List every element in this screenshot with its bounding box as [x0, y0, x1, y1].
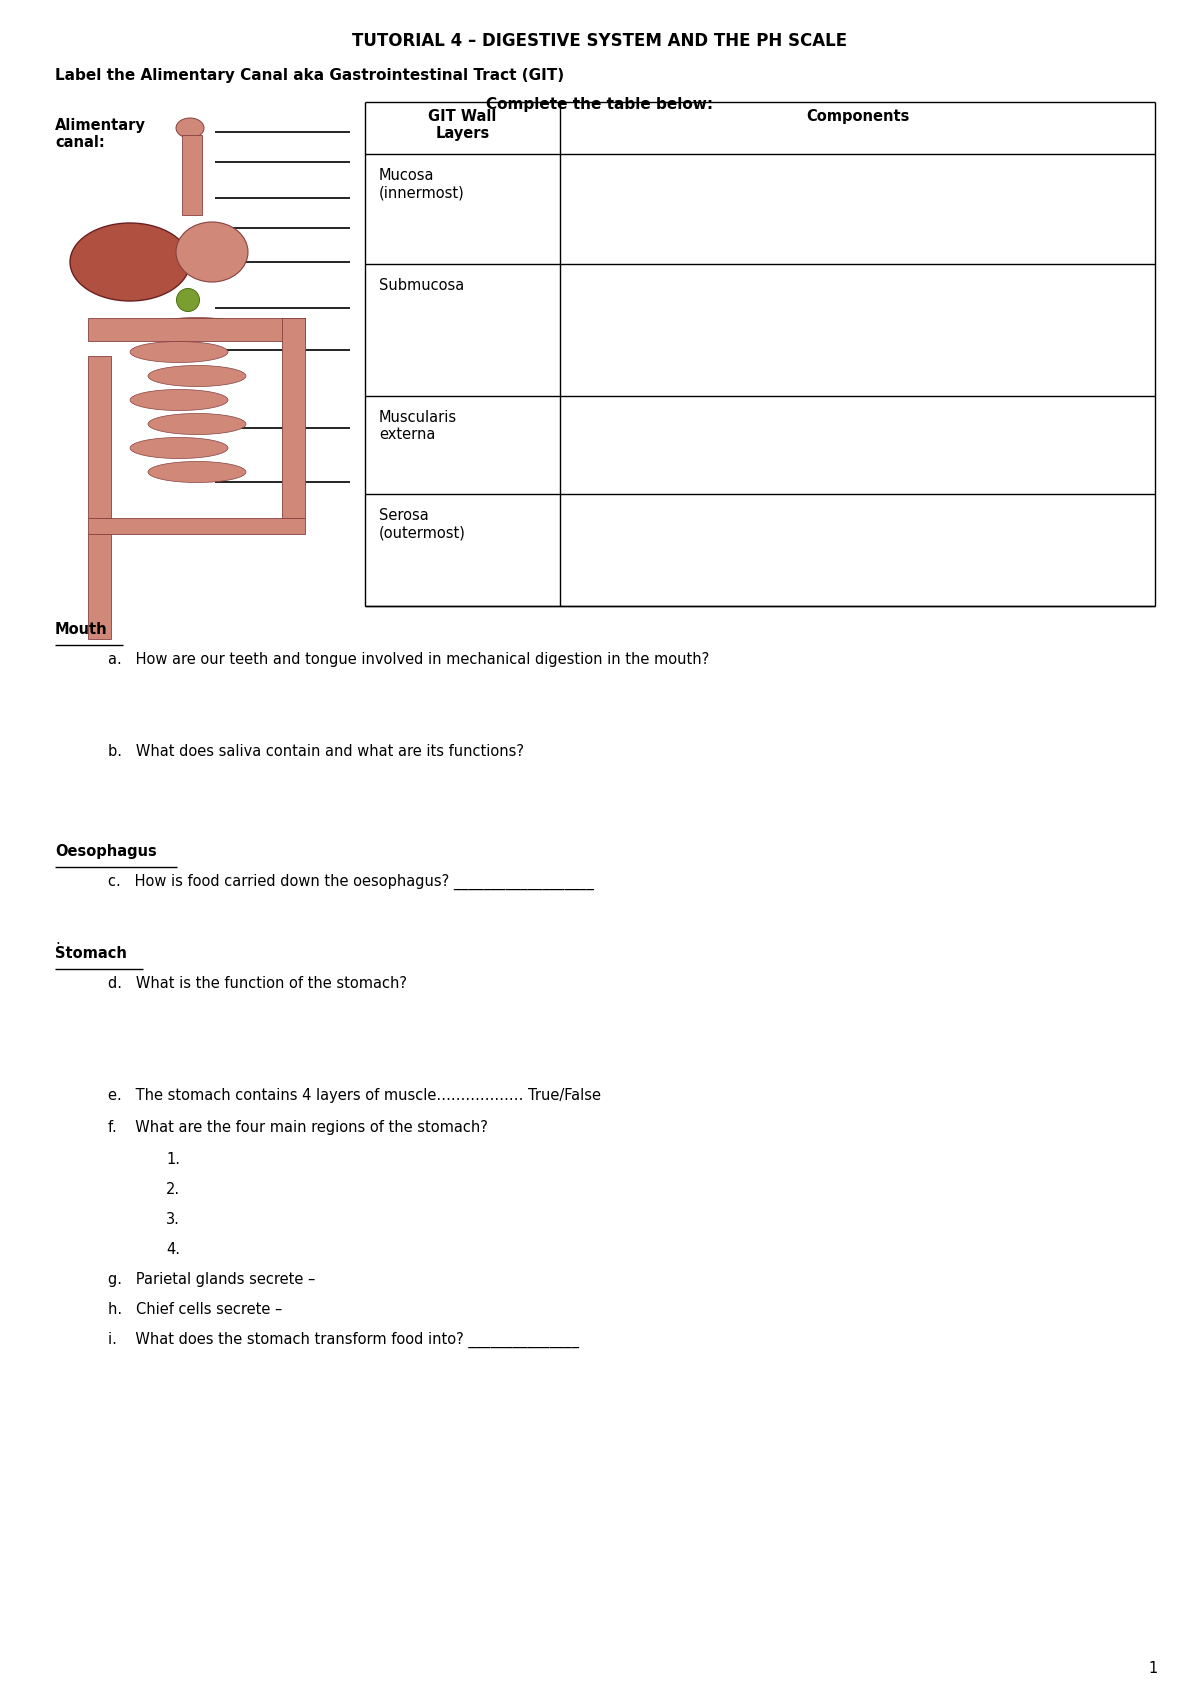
Text: a.   How are our teeth and tongue involved in mechanical digestion in the mouth?: a. How are our teeth and tongue involved… — [108, 652, 709, 667]
Ellipse shape — [148, 414, 246, 435]
Bar — [88, 518, 305, 535]
Ellipse shape — [176, 117, 204, 138]
Text: Stomach: Stomach — [55, 946, 127, 961]
Text: Components: Components — [806, 109, 910, 124]
Text: 1: 1 — [1148, 1661, 1158, 1676]
Text: .: . — [55, 932, 60, 947]
Ellipse shape — [130, 438, 228, 458]
Text: e.   The stomach contains 4 layers of muscle……………… True/False: e. The stomach contains 4 layers of musc… — [108, 1088, 601, 1104]
Ellipse shape — [148, 318, 246, 338]
Ellipse shape — [70, 222, 190, 301]
Text: b.   What does saliva contain and what are its functions?: b. What does saliva contain and what are… — [108, 744, 524, 759]
Text: f.    What are the four main regions of the stomach?: f. What are the four main regions of the… — [108, 1121, 488, 1134]
Text: Label the Alimentary Canal aka Gastrointestinal Tract (GIT): Label the Alimentary Canal aka Gastroint… — [55, 68, 564, 83]
Text: Submucosa: Submucosa — [379, 278, 464, 294]
Text: d.   What is the function of the stomach?: d. What is the function of the stomach? — [108, 976, 407, 992]
Text: TUTORIAL 4 – DIGESTIVE SYSTEM AND THE PH SCALE: TUTORIAL 4 – DIGESTIVE SYSTEM AND THE PH… — [353, 32, 847, 49]
Ellipse shape — [130, 341, 228, 362]
Bar — [88, 535, 112, 638]
Ellipse shape — [148, 462, 246, 482]
Text: 1.: 1. — [166, 1151, 180, 1167]
Text: g.   Parietal glands secrete –: g. Parietal glands secrete – — [108, 1272, 316, 1287]
Text: 3.: 3. — [166, 1212, 180, 1228]
Bar — [88, 357, 112, 518]
Text: GIT Wall
Layers: GIT Wall Layers — [428, 109, 497, 141]
Ellipse shape — [148, 365, 246, 387]
Bar — [282, 318, 305, 518]
Ellipse shape — [176, 289, 199, 311]
Text: Muscularis
externa: Muscularis externa — [379, 409, 457, 443]
Text: i.    What does the stomach transform food into? _______________: i. What does the stomach transform food … — [108, 1331, 580, 1348]
Text: Oesophagus: Oesophagus — [55, 844, 157, 859]
Ellipse shape — [176, 222, 248, 282]
Ellipse shape — [130, 389, 228, 411]
Text: Mouth: Mouth — [55, 621, 108, 637]
Text: Complete the table below:: Complete the table below: — [486, 97, 714, 112]
Text: 2.: 2. — [166, 1182, 180, 1197]
Text: c.   How is food carried down the oesophagus? ___________________: c. How is food carried down the oesophag… — [108, 874, 594, 890]
Bar — [182, 136, 202, 216]
Text: h.   Chief cells secrete –: h. Chief cells secrete – — [108, 1302, 282, 1318]
Bar — [88, 318, 305, 341]
Text: Serosa
(outermost): Serosa (outermost) — [379, 508, 466, 540]
Text: 4.: 4. — [166, 1241, 180, 1257]
Text: Alimentary
canal:: Alimentary canal: — [55, 117, 146, 151]
Text: Mucosa
(innermost): Mucosa (innermost) — [379, 168, 464, 200]
